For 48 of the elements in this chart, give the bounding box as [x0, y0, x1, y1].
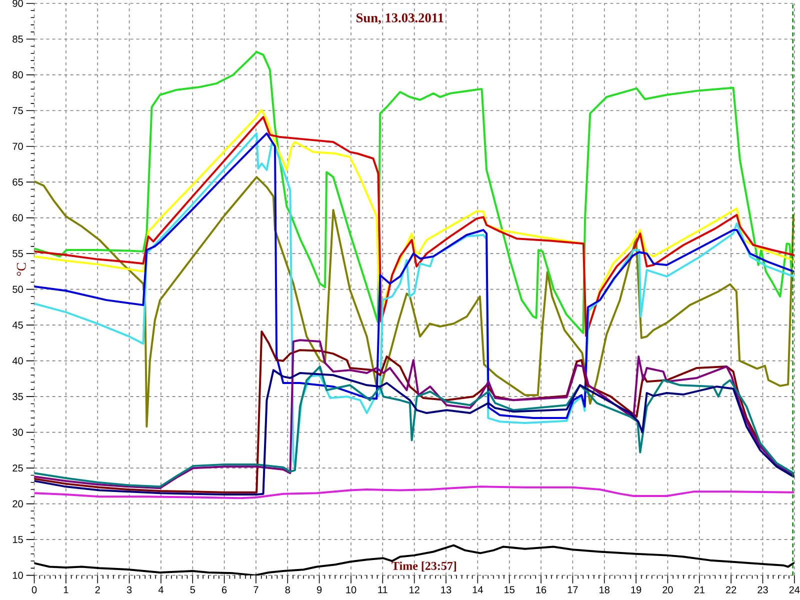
x-tick-label: 0 — [32, 586, 37, 594]
x-tick-label: 10 — [346, 586, 356, 594]
x-tick-label: 9 — [317, 586, 322, 594]
y-tick-label: 75 — [12, 107, 23, 114]
x-tick-label: 6 — [222, 586, 227, 594]
x-tick-label: 5 — [190, 586, 195, 594]
x-tick-label: 15 — [504, 586, 514, 594]
y-tick-label: 40 — [12, 357, 23, 364]
y-tick-label: 20 — [12, 500, 23, 508]
y-tick-label: 85 — [12, 36, 23, 43]
y-tick-label: 15 — [12, 536, 23, 544]
x-tick-label: 18 — [600, 586, 610, 594]
y-tick-label: 70 — [12, 142, 23, 150]
y-tick-label: 25 — [12, 464, 23, 472]
x-tick-label: 20 — [662, 586, 673, 594]
x-tick-label: 2 — [95, 586, 100, 594]
text: Sun, 13.03.2011 — [356, 13, 444, 24]
y-tick-label: 45 — [12, 322, 23, 329]
y-tick-label: 35 — [12, 393, 23, 400]
x-axis-title: Time [23:57] — [392, 562, 456, 572]
x-tick-label: 23 — [758, 586, 768, 594]
y-tick-label: 55 — [12, 250, 23, 258]
x-tick-label: 1 — [64, 586, 68, 594]
y-axis-title: °C — [16, 262, 26, 276]
y-tick-label: 90 — [12, 0, 23, 7]
y-tick-label: 10 — [12, 572, 23, 579]
y-tick-label: 50 — [12, 286, 23, 293]
line-series — [34, 50, 792, 334]
line-series — [34, 486, 794, 500]
y-tick-label: 60 — [12, 214, 23, 222]
line-series — [34, 176, 794, 428]
y-tick-label: 30 — [12, 428, 23, 436]
x-tick-label: 8 — [285, 586, 290, 594]
x-tick-label: 24 — [789, 586, 800, 594]
x-tick-label: 12 — [410, 586, 420, 594]
x-tick-label: 4 — [158, 586, 164, 594]
y-tick-label: 65 — [12, 178, 23, 186]
x-tick-label: 21 — [694, 586, 704, 594]
x-tick-label: 22 — [726, 586, 736, 594]
x-tick-label: 13 — [441, 586, 452, 594]
x-tick-label: 19 — [631, 586, 642, 594]
y-tick-label: 80 — [12, 71, 23, 78]
x-tick-label: 14 — [472, 586, 483, 594]
x-tick-label: 3 — [126, 586, 132, 594]
x-tick-label: 7 — [254, 586, 258, 594]
x-tick-label: 17 — [568, 586, 578, 594]
x-tick-label: 16 — [536, 586, 546, 594]
x-tick-label: 11 — [378, 586, 388, 594]
